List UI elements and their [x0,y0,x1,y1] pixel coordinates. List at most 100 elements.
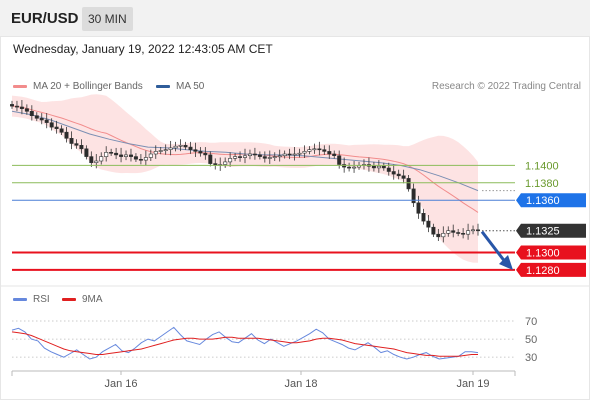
level-label-1.1400: 1.1400 [525,160,559,172]
candle-body [238,156,243,158]
candle-body [129,154,134,157]
candle-body [208,154,213,164]
candle-body [252,153,257,156]
candle-body [10,104,15,107]
candle-body [262,156,267,159]
candle-body [401,175,406,179]
candle-body [391,171,396,175]
current-price-text: 1.1325 [526,226,560,238]
candle-body [173,145,178,149]
interval-button[interactable]: 30 MIN [82,7,133,31]
candle-body [188,146,193,151]
time-tick-label: Jan 19 [456,378,489,390]
candle-body [89,156,94,164]
candle-body [109,152,114,154]
candle-body [381,165,386,169]
time-axis: Jan 16 Jan 18 Jan 19 [11,370,516,390]
candle-body [34,115,39,119]
candle-body [347,166,352,169]
candle-body [133,156,138,160]
candle-body [163,149,168,151]
ma20-swatch [13,84,27,88]
candle-body [64,131,69,139]
candle-body [287,153,292,156]
candle-body [119,154,124,157]
candle-body [39,118,44,121]
ma50-legend-label: MA 50 [176,81,205,92]
candle-body [337,155,342,165]
candle-body [44,119,49,123]
candle-body [257,154,262,157]
research-credit: Research © 2022 Trading Central [431,81,581,92]
candle-body [158,150,163,152]
ma50-swatch [156,84,170,88]
rsi-ma-line [11,331,478,357]
candle-body [297,152,302,155]
rsi-tick-50: 50 [525,334,537,346]
candle-body [104,152,109,158]
price-tag-1.1300 [516,245,586,260]
price-tag-1.1280 [516,262,586,277]
rsi-ma-swatch [62,297,76,301]
candle-body [198,151,203,154]
candle-body [396,173,401,177]
price-tag-text-1.1280: 1.1280 [526,265,560,277]
candle-body [475,229,480,232]
candle-body [386,167,391,172]
candle-body [203,152,208,156]
candle-body [248,153,253,157]
candle-body [59,128,64,133]
candle-body [143,157,148,161]
candle-body [451,230,456,233]
price-tag-1.1360 [516,193,586,208]
rsi-legend-label: RSI [33,294,50,305]
candle-body [153,151,158,155]
datetime-label: Wednesday, January 19, 2022 12:43:05 AM … [13,42,273,56]
candle-body [94,160,99,164]
chart-header: EUR/USD 30 MIN [0,0,590,36]
candle-body [461,233,466,235]
candle-body [376,165,381,169]
candle-body [441,233,446,238]
candle-body [327,151,332,155]
candle-body [411,188,416,204]
rsi-legend-rsi: RSI [13,294,50,305]
candle-body [421,213,426,222]
time-tick-label: Jan 18 [284,378,317,390]
candle-body [24,108,29,112]
candle-body [426,220,431,228]
price-legend-ma20: MA 20 + Bollinger Bands [13,81,143,92]
candle-body [168,147,173,150]
candle-body [138,159,143,161]
candle-body [29,111,34,117]
rsi-tick-70: 70 [525,316,537,328]
candle-body [322,149,327,152]
rsi-panel: 70 50 30 [11,316,537,364]
rsi-line [11,326,479,360]
rsi-ma-legend-label: 9MA [82,294,103,305]
candle-body [446,230,451,234]
candle-body [99,156,104,162]
candle-body [267,157,272,159]
candle-body [183,145,188,148]
candle-body [148,153,153,158]
candle-body [470,229,475,232]
candle-body [193,149,198,152]
candle-body [272,156,277,158]
candle-body [54,126,59,130]
candle-body [74,143,79,146]
forecast-arrow-head [499,255,513,271]
level-label-1.1380: 1.1380 [525,178,559,190]
candle-body [15,105,20,108]
candle-body [178,145,183,147]
candle-body [292,153,297,156]
candle-body [352,166,357,169]
candle-body [282,153,287,157]
candle-body [228,158,233,163]
symbol-title: EUR/USD [11,10,79,27]
candle-body [79,145,84,150]
candle-body [49,122,54,128]
candle-body [431,226,436,235]
candle-body [19,106,24,110]
